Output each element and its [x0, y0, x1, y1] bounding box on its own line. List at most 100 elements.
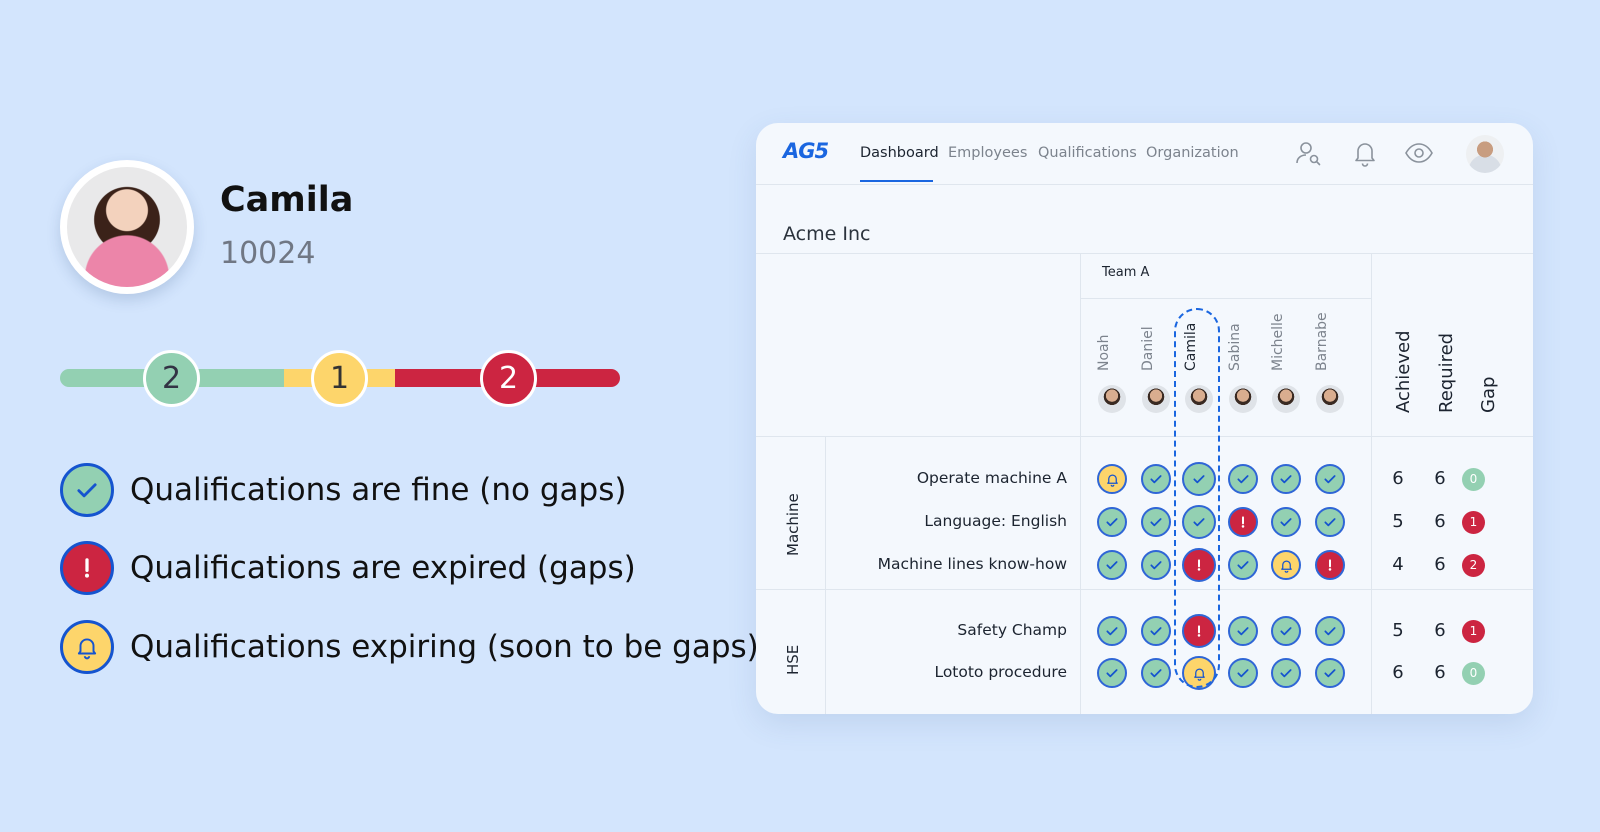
- profile-employee-id: 10024: [220, 236, 316, 271]
- qualification-label: Operate machine A: [916, 469, 1067, 487]
- exclamation-icon: [60, 541, 114, 595]
- expired-count-badge: 2: [480, 350, 537, 407]
- expiring-count-badge: 1: [311, 350, 368, 407]
- active-tab-indicator: [860, 180, 933, 182]
- legend-item-expiring: Qualifications expiring (soon to be gaps…: [60, 619, 759, 675]
- employee-name: Noah: [1096, 334, 1112, 372]
- status-bell-icon[interactable]: [1271, 550, 1301, 580]
- legend-item-expired: Qualifications are expired (gaps): [60, 540, 636, 596]
- ag5-logo[interactable]: AG5: [783, 139, 829, 163]
- status-check-icon[interactable]: [1140, 507, 1171, 537]
- nav-dashboard[interactable]: Dashboard: [860, 145, 939, 161]
- qualification-label: Safety Champ: [957, 621, 1067, 639]
- required-value: 6: [1434, 554, 1446, 575]
- employee-avatar: [1185, 385, 1213, 413]
- gap-badge: 1: [1462, 511, 1485, 534]
- legend-item-fine: Qualifications are fine (no gaps): [60, 462, 626, 518]
- legend-text: Qualifications are expired (gaps): [130, 550, 636, 586]
- fine-count-badge: 2: [143, 350, 200, 407]
- status-exclamation-icon[interactable]: [1182, 614, 1216, 648]
- required-value: 6: [1434, 511, 1446, 532]
- status-check-icon[interactable]: [1271, 507, 1301, 537]
- status-check-icon[interactable]: [1097, 658, 1127, 688]
- eye-icon[interactable]: [1404, 138, 1434, 168]
- nav-employees[interactable]: Employees: [948, 145, 1028, 161]
- status-check-icon[interactable]: [1227, 616, 1258, 646]
- employee-column-sabina[interactable]: Sabina: [1223, 309, 1263, 415]
- gap-badge: 0: [1462, 662, 1485, 685]
- required-header: Required: [1436, 332, 1457, 413]
- achieved-value: 5: [1392, 511, 1404, 532]
- qualification-label: Lototo procedure: [934, 663, 1067, 681]
- app-window: AG5 Dashboard Employees Qualifications O…: [756, 123, 1533, 714]
- employee-name: Daniel: [1139, 326, 1156, 371]
- status-check-icon[interactable]: [1227, 550, 1258, 580]
- employee-column-barnabe[interactable]: Barnabe: [1310, 309, 1350, 415]
- gap-badge: 2: [1462, 554, 1485, 577]
- divider: [756, 589, 1533, 590]
- employee-column-camila[interactable]: Camila: [1179, 309, 1219, 415]
- status-check-icon[interactable]: [1140, 464, 1171, 494]
- legend-text: Qualifications are fine (no gaps): [130, 472, 627, 508]
- nav-qualifications[interactable]: Qualifications: [1038, 145, 1137, 161]
- status-exclamation-icon[interactable]: [1314, 550, 1345, 580]
- status-bell-icon[interactable]: [1097, 464, 1127, 494]
- qualification-label: Machine lines know-how: [877, 555, 1067, 573]
- employee-name: Barnabe: [1313, 312, 1330, 371]
- status-exclamation-icon[interactable]: [1182, 548, 1216, 582]
- achieved-value: 6: [1392, 662, 1404, 683]
- status-check-icon[interactable]: [1140, 550, 1171, 580]
- status-check-icon[interactable]: [1271, 464, 1301, 494]
- bell-icon[interactable]: [1350, 138, 1380, 168]
- employee-column-noah[interactable]: Noah: [1092, 309, 1132, 415]
- profile-avatar: [60, 160, 194, 294]
- required-value: 6: [1434, 620, 1446, 641]
- achieved-header: Achieved: [1393, 330, 1414, 413]
- group-label-hse: HSE: [784, 644, 802, 675]
- status-check-icon[interactable]: [1314, 464, 1345, 494]
- profile-name: Camila: [220, 180, 354, 220]
- divider: [825, 436, 826, 714]
- legend-text: Qualifications expiring (soon to be gaps…: [130, 629, 759, 665]
- gap-header: Gap: [1478, 376, 1499, 413]
- divider: [1080, 253, 1081, 714]
- gap-badge: 0: [1462, 468, 1485, 491]
- gap-badge: 1: [1462, 620, 1485, 643]
- employee-avatar: [1315, 385, 1344, 413]
- user-search-icon[interactable]: [1294, 138, 1324, 168]
- user-avatar[interactable]: [1466, 135, 1504, 173]
- status-check-icon[interactable]: [1097, 507, 1127, 537]
- employee-avatar: [1141, 385, 1170, 413]
- status-check-icon[interactable]: [1271, 616, 1301, 646]
- status-check-icon[interactable]: [1097, 550, 1127, 580]
- status-check-icon[interactable]: [1314, 616, 1345, 646]
- status-check-icon[interactable]: [1227, 658, 1258, 688]
- employee-column-daniel[interactable]: Daniel: [1136, 309, 1176, 415]
- achieved-value: 4: [1392, 554, 1404, 575]
- employee-name: Michelle: [1270, 313, 1286, 371]
- divider: [1080, 298, 1371, 299]
- employee-avatar: [1272, 385, 1300, 413]
- status-check-icon[interactable]: [1140, 658, 1171, 688]
- team-header: Team A: [1102, 265, 1150, 280]
- status-check-icon[interactable]: [1182, 462, 1216, 496]
- qualification-label: Language: English: [924, 512, 1067, 530]
- check-icon: [60, 463, 114, 517]
- status-check-icon[interactable]: [1314, 507, 1345, 537]
- divider: [756, 253, 1533, 254]
- status-exclamation-icon[interactable]: [1227, 507, 1258, 537]
- selected-employee-highlight: [1174, 308, 1220, 688]
- required-value: 6: [1434, 468, 1446, 489]
- status-check-icon[interactable]: [1097, 616, 1127, 646]
- status-check-icon[interactable]: [1227, 464, 1258, 494]
- status-check-icon[interactable]: [1314, 658, 1345, 688]
- nav-organization[interactable]: Organization: [1146, 145, 1239, 161]
- status-check-icon[interactable]: [1140, 616, 1171, 646]
- achieved-value: 5: [1392, 620, 1404, 641]
- employee-column-michelle[interactable]: Michelle: [1266, 309, 1306, 415]
- status-check-icon[interactable]: [1271, 658, 1301, 688]
- status-check-icon[interactable]: [1182, 505, 1216, 539]
- divider: [756, 436, 1533, 437]
- employee-avatar: [1228, 385, 1257, 413]
- group-label-machine: Machine: [784, 493, 802, 556]
